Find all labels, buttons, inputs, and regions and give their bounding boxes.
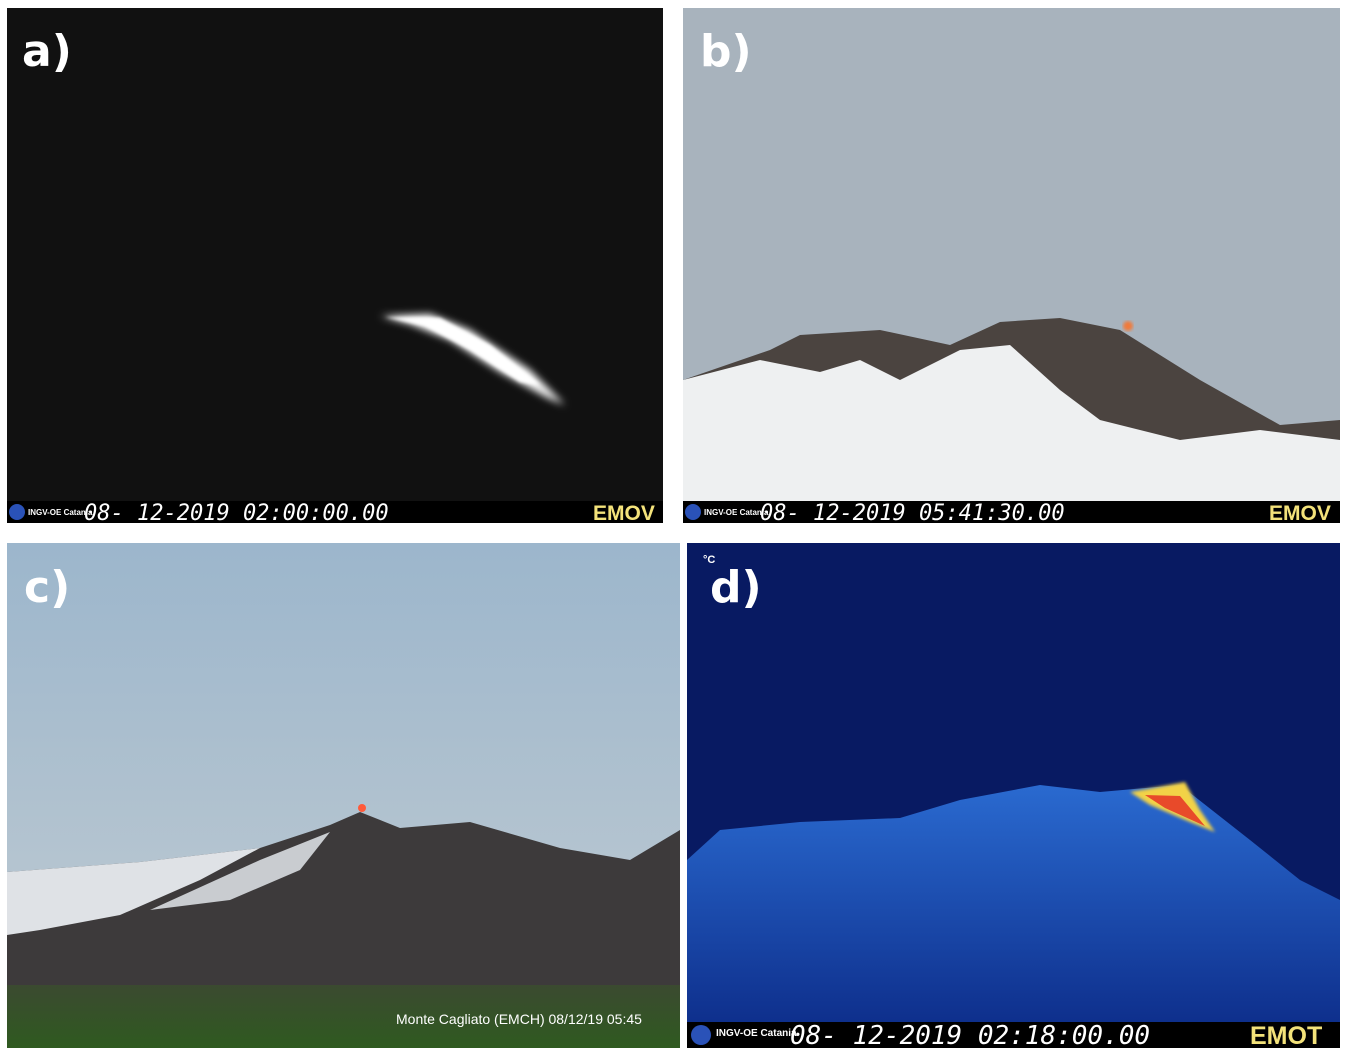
timestamp: 08- 12-2019 05:41:30.00 [760,501,1065,526]
panel-c: c) Monte Cagliato (EMCH) 08/12/19 05:45 [7,543,680,1048]
lava-glow [358,804,366,812]
camera-id: EMOT [1250,1022,1322,1050]
panel-a: a) INGV-OE Catania 08- 12-2019 02:00:00.… [7,8,663,526]
panel-label: c) [24,562,70,613]
logo-icon [9,504,25,520]
lava-glow [1123,321,1133,331]
camera-id: EMOV [1269,502,1331,525]
panel-label: b) [700,26,752,77]
camera-id: EMOV [593,502,655,525]
night-sky [7,8,663,523]
caption: Monte Cagliato (EMCH) 08/12/19 05:45 [396,1011,642,1027]
logo-text: INGV-OE Catania [716,1028,797,1039]
panel-b: b) INGV-OE Catania 08- 12-2019 05:41:30.… [683,8,1340,526]
panel-label: d) [710,562,762,613]
timestamp: 08- 12-2019 02:18:00.00 [790,1021,1150,1050]
panel-d: °C d) INGV-OE Catania 08- 12-2019 02:18:… [687,543,1340,1050]
page: a) INGV-OE Catania 08- 12-2019 02:00:00.… [0,0,1346,1050]
timestamp: 08- 12-2019 02:00:00.00 [84,501,389,526]
logo-icon [685,504,701,520]
figure: a) INGV-OE Catania 08- 12-2019 02:00:00.… [0,0,1346,1050]
panel-label: a) [22,26,72,77]
logo-icon [691,1025,711,1045]
